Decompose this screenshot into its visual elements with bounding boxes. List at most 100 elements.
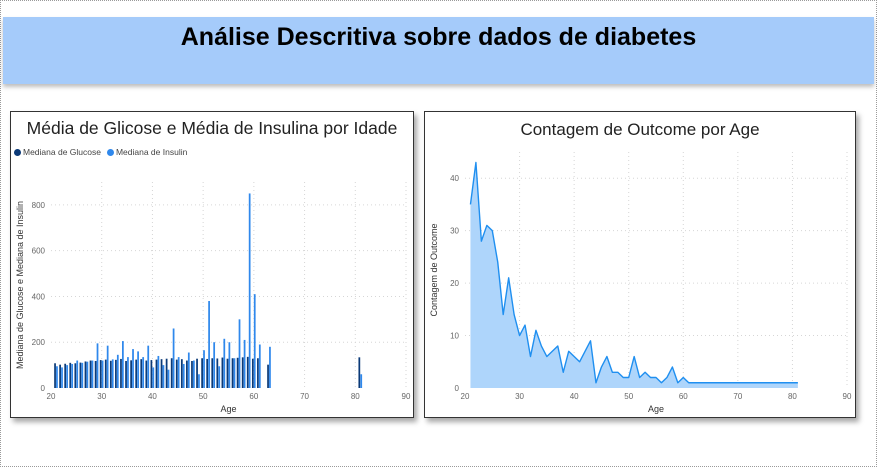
x-tick-label: 70	[733, 392, 742, 401]
glucose-bar	[155, 359, 158, 388]
x-tick-label: 40	[148, 392, 157, 401]
x-tick-label: 50	[624, 392, 633, 401]
glucose-bar	[74, 363, 77, 388]
glucose-bar	[226, 358, 229, 388]
insulin-bar	[243, 339, 246, 388]
glucose-bar	[170, 358, 173, 388]
insulin-bar	[269, 346, 271, 388]
glucose-bar	[94, 360, 97, 388]
x-tick-label: 80	[788, 392, 797, 401]
insulin-bar	[66, 365, 68, 388]
insulin-bar	[71, 363, 74, 388]
insulin-bar	[61, 367, 63, 388]
insulin-bar	[218, 366, 221, 388]
glucose-bar	[145, 360, 148, 388]
chart-legend: Mediana de Glucose Mediana de Insulin	[14, 147, 187, 157]
x-tick-label: 60	[249, 392, 258, 401]
insulin-bar	[172, 328, 175, 388]
insulin-bar	[233, 358, 236, 388]
insulin-bar	[116, 354, 119, 388]
insulin-bar	[182, 363, 185, 388]
insulin-bar	[228, 342, 231, 388]
glucose-bar	[175, 359, 178, 388]
insulin-bar	[147, 345, 150, 388]
x-tick-label: 60	[679, 392, 688, 401]
y-tick-label: 30	[450, 227, 459, 236]
x-tick-label: 30	[97, 392, 106, 401]
insulin-bar	[101, 360, 104, 388]
glucose-bar	[120, 358, 122, 388]
insulin-bar	[96, 343, 99, 388]
insulin-bar	[253, 294, 256, 388]
insulin-bar	[187, 352, 190, 388]
glucose-bar	[125, 360, 127, 388]
glucose-bar	[180, 359, 183, 388]
glucose-bar	[186, 360, 188, 388]
legend-swatch-insulin	[106, 148, 114, 156]
insulin-bar	[177, 357, 180, 388]
insulin-bar	[208, 301, 210, 388]
legend-item-glucose[interactable]: Mediana de Glucose	[14, 147, 101, 157]
glucose-bar	[69, 362, 72, 388]
y-tick-label: 200	[32, 338, 46, 347]
area-chart-svg: 0 10 20 30 40 20 30 40 50 60 70 80 90 Age Contagem de …	[429, 152, 852, 414]
insulin-bar	[248, 193, 251, 388]
glucose-insulin-chart-card[interactable]: Média de Glicose e Média de Insulina por…	[10, 111, 414, 418]
glucose-bar	[54, 363, 56, 388]
insulin-bar	[142, 357, 145, 388]
glucose-bar	[201, 358, 203, 388]
y-tick-label: 400	[32, 292, 46, 301]
glucose-bar	[160, 359, 163, 388]
glucose-bar	[246, 356, 249, 388]
glucose-bar	[79, 362, 82, 388]
chart-title: Contagem de Outcome por Age	[520, 120, 760, 139]
insulin-bar	[91, 360, 94, 388]
insulin-bar	[223, 338, 226, 388]
insulin-bar	[81, 362, 84, 388]
insulin-bar	[122, 341, 124, 388]
legend-label-glucose: Mediana de Glucose	[23, 147, 101, 157]
glucose-bar	[251, 358, 254, 388]
y-axis-title: Contagem de Outcome	[429, 223, 439, 316]
insulin-bar	[132, 349, 134, 388]
x-tick-label: 70	[300, 392, 309, 401]
insulin-bar	[162, 365, 165, 388]
bar-chart-svg: 0 200 400 600 800 20 30 40 50 60 70 80 90 Age Mediana …	[15, 182, 411, 414]
insulin-bar	[127, 357, 129, 388]
x-tick-label: 90	[402, 392, 411, 401]
legend-item-insulin[interactable]: Mediana de Insulin	[106, 147, 187, 157]
glucose-bar	[191, 360, 193, 388]
y-tick-label: 20	[450, 279, 459, 288]
glucose-bar	[135, 359, 138, 388]
insulin-bar	[203, 350, 205, 388]
outcome-count-chart-card[interactable]: Contagem de Outcome por Age 0 10 20 30 40 20 3…	[424, 111, 856, 418]
glucose-bar	[104, 359, 107, 388]
y-tick-label: 800	[32, 201, 46, 210]
glucose-bar	[115, 359, 117, 388]
glucose-bar	[221, 357, 224, 388]
x-tick-label: 90	[843, 392, 852, 401]
glucose-bar	[241, 357, 244, 388]
insulin-bar	[157, 355, 160, 388]
glucose-bar	[211, 358, 214, 388]
y-axis-title: Mediana de Glucose e Mediana de Insulin	[15, 201, 25, 369]
insulin-bar	[193, 360, 195, 388]
insulin-bar	[360, 374, 363, 388]
page-title: Análise Descritiva sobre dados de diabet…	[180, 23, 697, 51]
x-tick-label: 30	[515, 392, 524, 401]
x-tick-label: 50	[199, 392, 208, 401]
y-tick-label: 600	[32, 247, 46, 256]
glucose-bar	[130, 360, 132, 388]
glucose-bar	[140, 359, 143, 388]
y-tick-label: 10	[450, 332, 459, 341]
glucose-bar	[257, 358, 259, 388]
x-tick-label: 20	[461, 392, 470, 401]
glucose-bar	[84, 361, 87, 388]
x-tick-label: 40	[570, 392, 579, 401]
x-axis-title: Age	[648, 404, 664, 414]
glucose-bar	[165, 358, 168, 388]
y-tick-label: 0	[455, 384, 460, 393]
insulin-bar	[86, 361, 89, 388]
x-tick-label: 20	[47, 392, 56, 401]
outcome-area-fill	[470, 162, 798, 388]
